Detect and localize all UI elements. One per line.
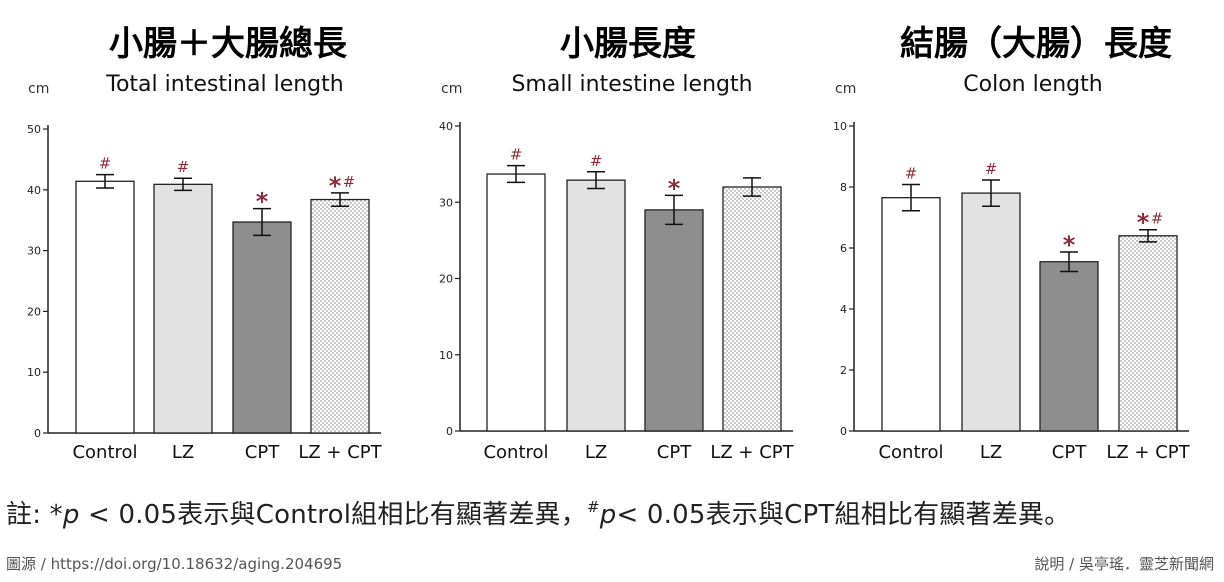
bar-lz <box>566 179 626 432</box>
bar-lz <box>153 183 213 434</box>
bar-lz-cpt <box>1118 235 1178 432</box>
y-unit-label: cm <box>835 81 856 97</box>
significance-marker-hash: # <box>1151 210 1164 228</box>
significance-marker-hash: # <box>343 173 356 191</box>
note-p2: p <box>599 500 617 530</box>
chart-title: 結腸（大腸）長度 <box>900 24 1172 64</box>
x-category-label: LZ <box>585 442 607 463</box>
y-tick-label: 10 <box>833 120 847 133</box>
y-tick-label: 0 <box>34 427 41 440</box>
bar-lz-cpt <box>722 186 782 432</box>
y-tick-label: 0 <box>446 425 453 438</box>
chart-title: 小腸＋大腸總長 <box>109 24 348 64</box>
x-category-label: CPT <box>1052 442 1087 463</box>
y-tick-label: 20 <box>439 273 453 286</box>
y-unit-label: cm <box>28 81 49 97</box>
image-source: 圖源 / https://doi.org/10.18632/aging.2046… <box>6 555 343 573</box>
y-tick-label: 20 <box>27 305 41 318</box>
x-category-label: LZ + CPT <box>1106 442 1190 463</box>
bar-cpt <box>232 221 292 434</box>
charts-container: 小腸＋大腸總長 Total intestinal length cm 0 10 20 30 4… <box>27 24 1191 463</box>
chart-title: 小腸長度 <box>560 24 696 64</box>
chart-subtitle: Total intestinal length <box>105 72 343 97</box>
y-tick-label: 50 <box>27 123 41 136</box>
chart-subtitle: Small intestine length <box>511 72 752 97</box>
significance-marker-star: * <box>1063 231 1076 259</box>
significance-marker-hash: # <box>590 152 603 170</box>
x-category-label: LZ + CPT <box>710 442 794 463</box>
bar-control <box>486 173 546 432</box>
x-category-label: Control <box>483 442 548 463</box>
bar-lz <box>961 192 1021 432</box>
bar-lz-cpt <box>310 198 370 434</box>
significance-note: 註: *p < 0.05表示與Control組相比有顯著差異，#p< 0.05表… <box>6 494 1070 531</box>
significance-marker-hash: # <box>905 165 918 183</box>
note-text2: < 0.05表示與CPT組相比有顯著差異。 <box>616 500 1071 530</box>
y-tick-label: 8 <box>840 181 847 194</box>
note-text1: < 0.05表示與Control組相比有顯著差異， <box>79 500 587 530</box>
note-hash: # <box>586 498 600 516</box>
y-tick-label: 6 <box>840 242 847 255</box>
bar-cpt <box>644 209 704 432</box>
significance-marker-star: * <box>668 174 681 202</box>
x-category-label: LZ <box>980 442 1002 463</box>
x-category-label: LZ <box>172 442 194 463</box>
significance-marker-hash: # <box>985 160 998 178</box>
y-tick-label: 40 <box>27 184 41 197</box>
note-star: * <box>49 500 63 530</box>
chart-subtitle: Colon length <box>963 72 1102 97</box>
significance-marker-hash: # <box>510 146 523 164</box>
y-tick-label: 4 <box>840 303 847 316</box>
x-category-label: Control <box>72 442 137 463</box>
significance-marker-star: * <box>1137 209 1150 237</box>
y-tick-label: 10 <box>439 349 453 362</box>
y-tick-label: 10 <box>27 366 41 379</box>
bar-control <box>881 197 941 432</box>
y-unit-label: cm <box>441 81 462 97</box>
y-tick-label: 30 <box>27 245 41 258</box>
bar-control <box>75 180 135 434</box>
y-tick-label: 30 <box>439 196 453 209</box>
y-tick-label: 2 <box>840 364 847 377</box>
significance-marker-star: * <box>256 188 269 216</box>
x-category-label: CPT <box>245 442 280 463</box>
y-tick-label: 0 <box>840 425 847 438</box>
significance-marker-hash: # <box>177 158 190 176</box>
significance-marker-hash: # <box>99 155 112 173</box>
x-category-label: LZ + CPT <box>298 442 382 463</box>
bar-cpt <box>1039 261 1099 432</box>
note-p1: p <box>62 500 80 530</box>
y-tick-label: 40 <box>439 120 453 133</box>
note-prefix: 註: <box>6 500 50 530</box>
significance-marker-star: * <box>329 172 342 200</box>
x-category-label: CPT <box>657 442 692 463</box>
x-category-label: Control <box>878 442 943 463</box>
image-credit: 說明 / 吳亭瑤．靈芝新聞網 <box>1034 555 1214 573</box>
